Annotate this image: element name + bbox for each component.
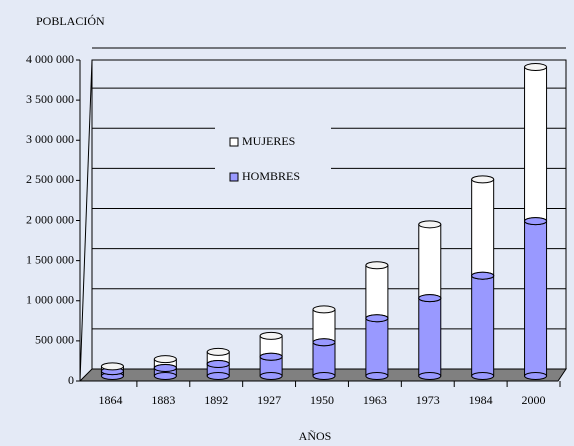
- y-axis-title: POBLACIÓN: [36, 14, 105, 28]
- bar-top: [206, 347, 230, 356]
- bar-bottom-edge: [471, 372, 495, 380]
- bar-segment: [418, 297, 442, 377]
- bar-bottom-edge: [206, 372, 230, 380]
- x-tick-label: 1973: [416, 393, 440, 407]
- bar-top: [259, 352, 283, 361]
- y-tick-label: 1 000 000: [26, 293, 74, 307]
- x-tick-label: 1892: [204, 393, 228, 407]
- bar-top: [365, 314, 389, 323]
- legend-label: HOMBRES: [242, 169, 300, 183]
- y-tick-label: 1 500 000: [26, 252, 74, 266]
- bar-top: [153, 355, 177, 364]
- bar-segment: [524, 220, 548, 377]
- x-tick-label: 1963: [363, 393, 387, 407]
- bar-top: [524, 63, 548, 72]
- bar-top: [365, 261, 389, 270]
- bar-segment: [471, 178, 495, 277]
- y-tick-label: 2 000 000: [26, 212, 74, 226]
- y-tick-label: 2 500 000: [26, 172, 74, 186]
- x-tick-label: 1984: [469, 393, 493, 407]
- bar-top: [312, 305, 336, 314]
- bar-top: [100, 362, 124, 371]
- bar-segment: [365, 264, 389, 319]
- bar-top: [471, 175, 495, 184]
- bar-segment: [471, 275, 495, 377]
- bar-bottom-edge: [259, 372, 283, 380]
- x-axis-title: AÑOS: [299, 429, 332, 443]
- bar-bottom-edge: [418, 372, 442, 380]
- bar-top: [471, 271, 495, 280]
- legend-label: MUJERES: [242, 134, 295, 148]
- x-tick-label: 1950: [310, 393, 334, 407]
- bar-top: [524, 217, 548, 226]
- y-tick-label: 0: [68, 373, 74, 387]
- bar-segment: [312, 341, 336, 377]
- x-tick-label: 2000: [522, 393, 546, 407]
- bar-top: [418, 294, 442, 303]
- y-axis: [79, 59, 93, 382]
- bar-top: [418, 220, 442, 229]
- bar-bottom-edge: [153, 372, 177, 380]
- legend-swatch: [229, 137, 239, 147]
- bar-top: [259, 331, 283, 340]
- bar-segment: [418, 223, 442, 299]
- y-tick-label: 4 000 000: [26, 52, 74, 66]
- bar-top: [312, 338, 336, 347]
- bar-segment: [524, 66, 548, 222]
- bar-bottom-edge: [524, 372, 548, 380]
- y-tick-label: 3 500 000: [26, 92, 74, 106]
- bar-top: [153, 363, 177, 372]
- y-tick-label: 500 000: [35, 333, 74, 347]
- bar-top: [206, 359, 230, 368]
- x-tick-label: 1883: [151, 393, 175, 407]
- bar-segment: [365, 317, 389, 377]
- bar-bottom-edge: [365, 372, 389, 380]
- x-tick-label: 1864: [98, 393, 122, 407]
- legend-swatch: [229, 172, 239, 182]
- y-tick-label: 3 000 000: [26, 132, 74, 146]
- x-tick-label: 1927: [257, 393, 281, 407]
- bar-segment: [312, 308, 336, 343]
- bar-bottom-edge: [312, 372, 336, 380]
